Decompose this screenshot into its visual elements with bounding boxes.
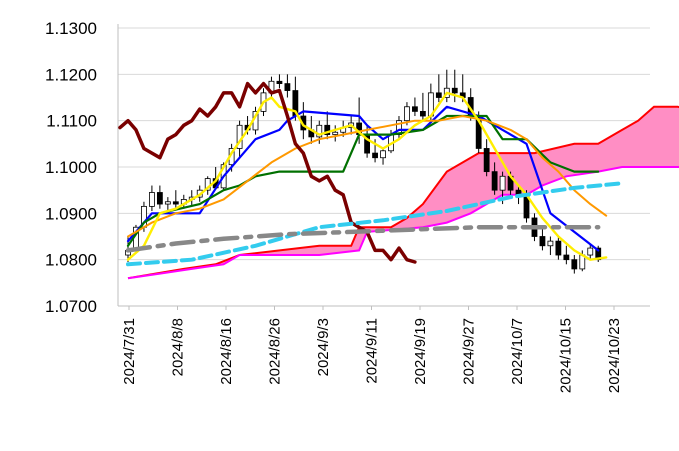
y-tick-label: 1.1000 <box>45 158 97 177</box>
candle-down <box>435 92 442 98</box>
x-tick-label: 2024/10/23 <box>606 318 623 393</box>
sma-short-line <box>126 91 608 261</box>
candle-down <box>419 111 426 117</box>
candle-up <box>380 150 386 159</box>
candle-up <box>396 120 402 135</box>
y-tick-label: 1.1100 <box>46 112 97 131</box>
y-tick-label: 1.0800 <box>45 251 97 270</box>
sma-mid-line <box>127 115 608 238</box>
candle-up <box>499 175 506 191</box>
x-tick-label: 2024/9/19 <box>412 318 429 385</box>
x-tick-label: 2024/8/8 <box>170 318 187 376</box>
candle-down <box>555 240 562 256</box>
y-tick-label: 1.0700 <box>45 297 97 316</box>
candle-down <box>563 254 570 261</box>
sma-long-blue-line <box>126 181 625 267</box>
x-tick-label: 2024/9/3 <box>315 318 332 376</box>
candle-down <box>276 80 283 84</box>
candle-up <box>587 247 594 256</box>
span-a-line <box>127 105 679 280</box>
candle-down <box>372 152 378 159</box>
candle-up <box>547 240 554 247</box>
x-tick-label: 2024/8/16 <box>218 318 235 385</box>
candle-down <box>284 83 291 91</box>
candle-up <box>332 131 339 135</box>
candle-down <box>451 87 458 94</box>
sma-long-gray-line <box>125 224 601 253</box>
candle-down <box>156 192 163 205</box>
x-tick-label: 2024/9/11 <box>364 318 381 384</box>
candle-up <box>316 124 323 138</box>
candle-up <box>164 201 171 205</box>
candle-down <box>539 236 546 247</box>
x-tick-label: 2024/9/27 <box>461 318 478 385</box>
candle-down <box>491 171 498 191</box>
x-tick-label: 2024/7/31 <box>121 318 138 385</box>
candle-down <box>412 106 418 112</box>
x-tick-label: 2024/8/26 <box>267 318 284 385</box>
candle-down <box>571 259 578 270</box>
x-tick-label: 2024/10/7 <box>509 318 526 385</box>
conversion-line <box>126 105 600 252</box>
candle-down <box>483 148 490 173</box>
y-tick-label: 1.0900 <box>45 204 97 223</box>
y-tick-label: 1.1300 <box>45 19 97 38</box>
y-tick-label: 1.1200 <box>45 65 97 84</box>
candle-up <box>404 106 410 122</box>
candle-down <box>324 124 331 135</box>
candle-up <box>149 192 155 207</box>
candle-down <box>172 201 179 205</box>
x-tick-label: 2024/10/15 <box>558 318 575 393</box>
